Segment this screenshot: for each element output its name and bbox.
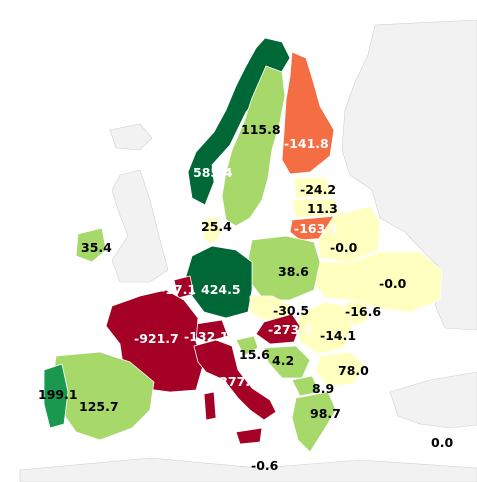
value-label-norway: 585.4 bbox=[193, 165, 233, 180]
value-label-finland: -141.8 bbox=[284, 136, 329, 151]
value-label-switzerland: -132.1 bbox=[184, 329, 229, 344]
uk-no-data bbox=[111, 169, 169, 283]
italy-region bbox=[193, 339, 277, 421]
portugal-region bbox=[43, 363, 69, 429]
value-label-ukraine: -0.0 bbox=[379, 276, 407, 291]
value-label-portugal: 199.1 bbox=[38, 387, 78, 402]
value-label-poland: 38.6 bbox=[278, 264, 309, 279]
greece-region bbox=[291, 391, 337, 453]
value-label-hungary: -273.3 bbox=[268, 322, 313, 337]
slovenia-region bbox=[235, 335, 259, 357]
value-label-romania: -14.1 bbox=[320, 328, 356, 343]
macedonia-region bbox=[291, 375, 321, 397]
bulgaria-region bbox=[315, 351, 365, 387]
value-labels: 585.4 115.8 -141.8 -24.2 11.3 -163.1 -0.… bbox=[38, 122, 453, 473]
value-label-turkey: 0.0 bbox=[431, 435, 453, 450]
turkey-no-data bbox=[389, 371, 477, 429]
value-label-greece: 98.7 bbox=[310, 406, 341, 421]
value-label-macedonia: 8.9 bbox=[312, 381, 334, 396]
value-label-france: -921.7 bbox=[134, 331, 179, 346]
iceland-no-data bbox=[109, 123, 153, 151]
denmark-region bbox=[202, 215, 223, 245]
value-label-belgium: -17.1 bbox=[160, 282, 196, 297]
belgium-region bbox=[173, 275, 195, 299]
belarus-region bbox=[317, 205, 381, 263]
hungary-region bbox=[255, 313, 301, 345]
value-label-spain: 125.7 bbox=[79, 399, 119, 414]
value-label-slovenia: 15.6 bbox=[239, 347, 270, 362]
value-label-moldova: -16.6 bbox=[345, 304, 381, 319]
africa-no-data bbox=[19, 457, 477, 482]
value-label-czechia: -30.5 bbox=[273, 303, 309, 318]
ukraine-region bbox=[313, 251, 443, 313]
value-label-serbia: 4.2 bbox=[272, 353, 294, 368]
value-label-belarus: -0.0 bbox=[330, 240, 358, 255]
value-label-denmark: 25.4 bbox=[201, 219, 232, 234]
value-label-bulgaria: 78.0 bbox=[338, 363, 369, 378]
value-label-sweden: 115.8 bbox=[241, 122, 281, 137]
value-label-ireland: 35.4 bbox=[81, 240, 112, 255]
ireland-region bbox=[75, 227, 107, 263]
sicily-region bbox=[235, 427, 263, 445]
sweden-region bbox=[221, 65, 286, 227]
value-label-germany: 424.5 bbox=[201, 282, 241, 297]
finland-region bbox=[281, 51, 335, 175]
estonia-region bbox=[293, 177, 333, 199]
value-label-latvia: 11.3 bbox=[307, 201, 338, 216]
value-label-lithuania: -163.1 bbox=[294, 221, 339, 236]
value-label-estonia: -24.2 bbox=[300, 182, 336, 197]
value-label-sicily: -0.6 bbox=[251, 458, 279, 473]
value-label-italy: -377.9 bbox=[214, 374, 259, 389]
russia-no-data bbox=[341, 19, 477, 331]
sardinia-region bbox=[203, 391, 217, 421]
